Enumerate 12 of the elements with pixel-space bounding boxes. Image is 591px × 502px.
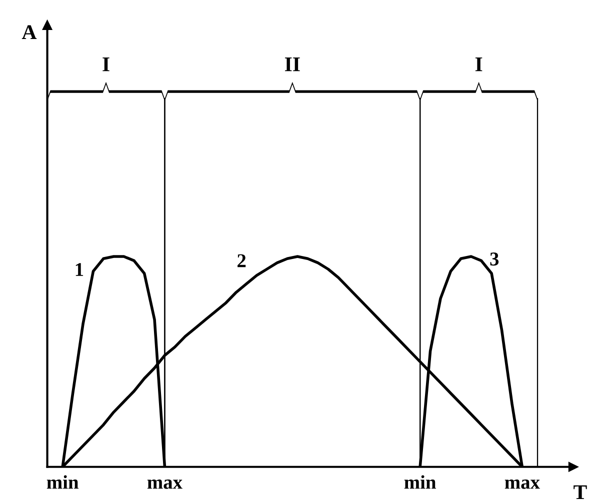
series-label: 3 [490,252,499,266]
text: I [475,58,482,72]
series-label: 2 [238,254,246,268]
text: II [284,58,300,72]
x-axis-title: T [574,485,587,499]
series-label: 1 [76,263,84,276]
x-tick-label: max [147,480,182,489]
x-tick-label: min [46,475,79,489]
x-tick-label: max [504,480,540,489]
x-tick-label: min [404,475,436,489]
text: I [102,58,110,72]
text: A [22,25,37,39]
